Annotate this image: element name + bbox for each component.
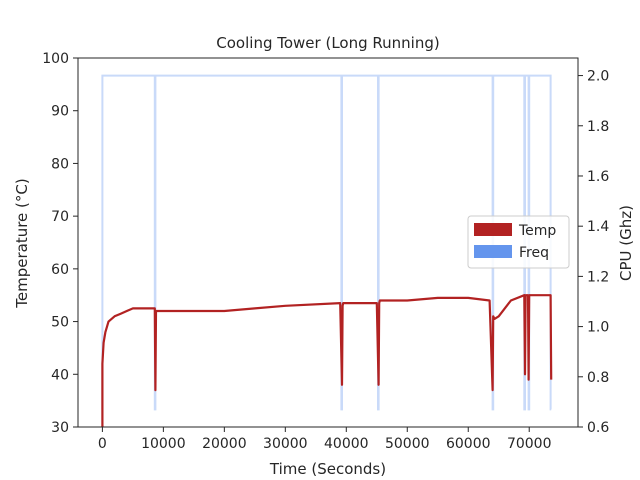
x-tick-label: 60000 [446,436,491,452]
x-tick-label: 30000 [263,436,308,452]
x-tick-label: 70000 [507,436,552,452]
chart-title: Cooling Tower (Long Running) [216,34,439,52]
x-tick-label: 20000 [202,436,247,452]
x-tick-label: 0 [98,436,107,452]
x-tick-label: 50000 [385,436,430,452]
y-left-tick-label: 90 [51,104,69,120]
y-axis-label-left: Temperature (°C) [13,178,31,308]
y-left-tick-label: 60 [51,262,69,278]
x-tick-label: 40000 [324,436,369,452]
y-left-tick-label: 100 [42,51,69,67]
y-left-tick-label: 80 [51,156,69,172]
y-axis-right: 0.6 0.8 1.0 1.2 1.4 1.6 1.8 2.0 [578,69,609,436]
x-axis-label: Time (Seconds) [269,460,386,478]
series-line-freq [101,74,552,411]
y-axis-label-right: CPU (Ghz) [617,205,635,281]
legend: Temp Freq [467,215,570,269]
y-left-tick-label: 70 [51,209,69,225]
y-left-tick-label: 50 [51,315,69,331]
y-right-tick-label: 2.0 [587,69,609,85]
y-left-tick-label: 40 [51,367,69,383]
y-right-tick-label: 1.4 [587,219,609,235]
series-line-temp [101,294,553,427]
y-right-tick-label: 1.0 [587,320,609,336]
y-left-tick-label: 30 [51,420,69,436]
y-right-tick-label: 1.6 [587,169,609,185]
legend-swatch-temp [474,223,512,236]
y-right-tick-label: 0.6 [587,420,609,436]
legend-label-temp: Temp [518,223,556,239]
y-right-tick-label: 0.8 [587,370,609,386]
legend-label-freq: Freq [519,245,549,261]
y-right-tick-label: 1.2 [587,269,609,285]
x-tick-label: 10000 [141,436,186,452]
plot-area [101,74,553,427]
plot-frame [77,57,579,428]
legend-swatch-freq [474,245,512,258]
y-right-tick-label: 1.8 [587,119,609,135]
y-axis-left: 30 40 50 60 70 80 90 100 [42,51,78,436]
x-axis: 0 10000 20000 30000 40000 50000 60000 70000 [98,427,552,452]
